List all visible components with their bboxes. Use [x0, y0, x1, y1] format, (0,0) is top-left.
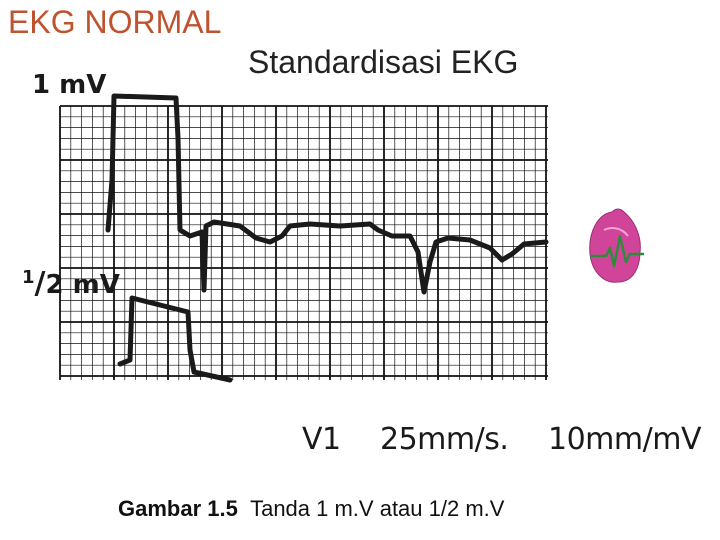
label-half-mv: 1/2 mV — [22, 266, 120, 301]
label-half-unit: mV — [72, 270, 120, 300]
label-half-denom: 2 — [45, 270, 64, 300]
caption-number: Gambar 1.5 — [118, 496, 238, 521]
slide-title: EKG NORMAL — [8, 4, 222, 40]
paper-speed-label: 25mm/s. — [380, 422, 509, 457]
lead-label: V1 — [302, 422, 341, 457]
gain-label: 10mm/mV — [548, 422, 701, 457]
label-half-numer: 1 — [22, 267, 35, 288]
label-half-slash: / — [34, 266, 46, 301]
ekg-trace — [199, 219, 549, 295]
heart-ecg-icon — [589, 208, 644, 283]
calibration-pulse-half-mv — [117, 295, 233, 383]
slide-subtitle: Standardisasi EKG — [248, 44, 519, 80]
figure-caption: Gambar 1.5 Tanda 1 m.V atau 1/2 m.V — [118, 496, 504, 522]
label-1mv: 1 mV — [32, 70, 107, 100]
calibration-pulse-1mv — [105, 93, 205, 239]
caption-text: Tanda 1 m.V atau 1/2 m.V — [250, 496, 505, 521]
